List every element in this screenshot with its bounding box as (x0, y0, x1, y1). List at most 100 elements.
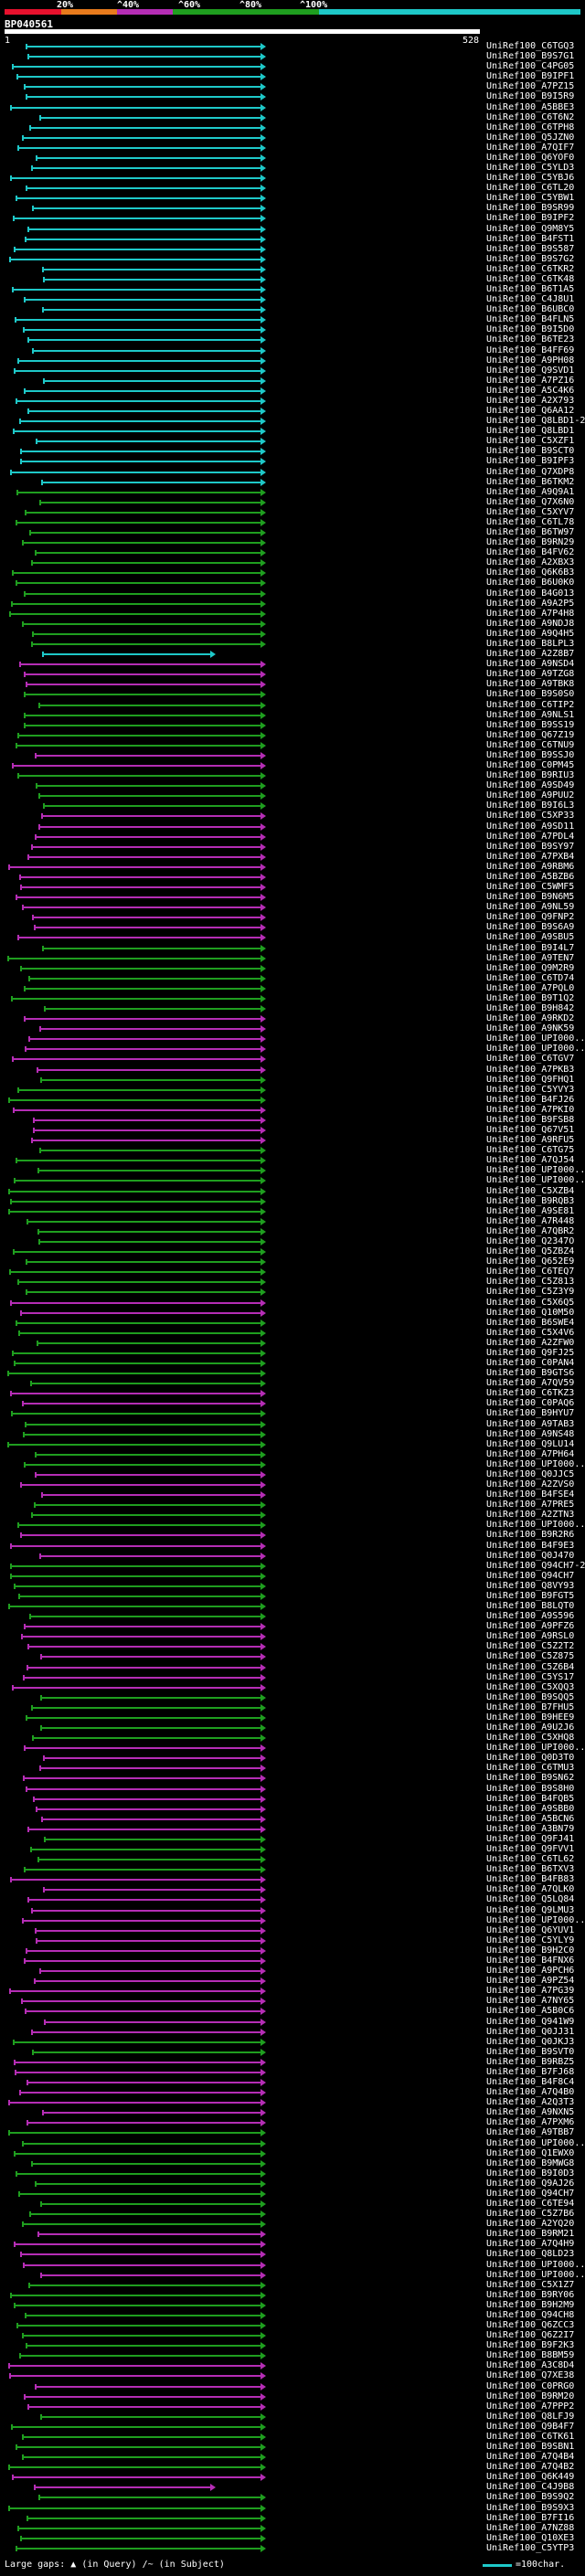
hit-label[interactable]: UniRef100_B9RIU3 (486, 770, 575, 780)
hit-label[interactable]: UniRef100_A7PDL4 (486, 832, 575, 842)
hit-label[interactable]: UniRef100_Q67Z19 (486, 730, 575, 740)
hit-label[interactable]: UniRef100_Q9FHQ1 (486, 1075, 575, 1085)
hit-bar[interactable] (36, 440, 261, 442)
hit-label[interactable]: UniRef100_A9TZG8 (486, 669, 575, 679)
hit-label[interactable]: UniRef100_A2ZTN3 (486, 1510, 575, 1520)
hit-label[interactable]: UniRef100_A7PQL0 (486, 983, 575, 993)
hit-label[interactable]: UniRef100_B7FHU5 (486, 1702, 575, 1712)
hit-bar[interactable] (10, 1879, 261, 1881)
hit-bar[interactable] (14, 1180, 261, 1182)
hit-label[interactable]: UniRef100_B6UBC0 (486, 304, 575, 314)
hit-bar[interactable] (17, 1089, 261, 1091)
hit-label[interactable]: UniRef100_C5Z2T2 (486, 1641, 575, 1651)
hit-label[interactable]: UniRef100_C6TGV7 (486, 1054, 575, 1064)
hit-bar[interactable] (25, 1048, 261, 1050)
hit-label[interactable]: UniRef100_B9RY06 (486, 2290, 575, 2300)
hit-label[interactable]: UniRef100_C6TGQ3 (486, 41, 575, 51)
hit-label[interactable]: UniRef100_B9SCT0 (486, 446, 575, 456)
hit-label[interactable]: UniRef100_C5X6Q5 (486, 1298, 575, 1308)
hit-label[interactable]: UniRef100_UPI000... (486, 2260, 585, 2270)
hit-bar[interactable] (17, 1524, 261, 1526)
hit-label[interactable]: UniRef100_A5BBE3 (486, 102, 575, 112)
hit-bar[interactable] (17, 937, 261, 938)
hit-bar[interactable] (32, 633, 261, 635)
hit-bar[interactable] (12, 765, 261, 767)
hit-label[interactable]: UniRef100_A7PH64 (486, 1449, 575, 1459)
hit-bar[interactable] (20, 2253, 261, 2255)
hit-bar[interactable] (41, 1494, 261, 1496)
hit-bar[interactable] (8, 2102, 261, 2104)
hit-label[interactable]: UniRef100_Q10XE3 (486, 2533, 575, 2543)
hit-bar[interactable] (25, 1424, 261, 1426)
hit-label[interactable]: UniRef100_Q7X6N0 (486, 497, 575, 507)
hit-bar[interactable] (39, 117, 261, 119)
hit-label[interactable]: UniRef100_Q7XE38 (486, 2370, 575, 2380)
hit-bar[interactable] (39, 1970, 261, 1972)
hit-label[interactable]: UniRef100_B9RM21 (486, 2229, 575, 2239)
hit-bar[interactable] (10, 1201, 261, 1203)
hit-bar[interactable] (22, 2335, 261, 2337)
hit-label[interactable]: UniRef100_Q0J470 (486, 1551, 575, 1561)
hit-bar[interactable] (40, 1079, 261, 1081)
hit-label[interactable]: UniRef100_A7QJ54 (486, 1155, 575, 1165)
hit-bar[interactable] (10, 1302, 261, 1304)
hit-label[interactable]: UniRef100_C6TKR2 (486, 264, 575, 274)
hit-label[interactable]: UniRef100_B9SSJ0 (486, 750, 575, 760)
hit-bar[interactable] (39, 1028, 261, 1030)
hit-label[interactable]: UniRef100_Q94CH7 (486, 2189, 575, 2199)
hit-label[interactable]: UniRef100_A2ZFW0 (486, 1338, 575, 1348)
hit-bar[interactable] (22, 2456, 261, 2458)
hit-label[interactable]: UniRef100_C6TK61 (486, 2432, 575, 2442)
hit-bar[interactable] (22, 906, 261, 908)
hit-label[interactable]: UniRef100_B7FI16 (486, 2513, 575, 2523)
hit-bar[interactable] (16, 896, 261, 898)
hit-bar[interactable] (8, 866, 261, 868)
hit-bar[interactable] (37, 1231, 261, 1233)
hit-label[interactable]: UniRef100_UPI000... (486, 1520, 585, 1530)
hit-label[interactable]: UniRef100_B8LPL3 (486, 639, 575, 649)
hit-bar[interactable] (37, 1170, 261, 1171)
hit-label[interactable]: UniRef100_C5XZB4 (486, 1186, 575, 1196)
hit-bar[interactable] (33, 1798, 261, 1800)
hit-bar[interactable] (8, 2132, 261, 2134)
hit-label[interactable]: UniRef100_B9I4L7 (486, 943, 575, 953)
hit-bar[interactable] (37, 1069, 261, 1071)
hit-bar[interactable] (28, 2284, 261, 2286)
hit-label[interactable]: UniRef100_A7QBR2 (486, 1226, 575, 1236)
hit-label[interactable]: UniRef100_Q941W9 (486, 2017, 575, 2027)
hit-bar[interactable] (26, 684, 261, 685)
hit-bar[interactable] (28, 1038, 261, 1040)
hit-bar[interactable] (42, 269, 261, 270)
hit-bar[interactable] (10, 2295, 261, 2296)
hit-bar[interactable] (10, 107, 261, 109)
hit-label[interactable]: UniRef100_A7PG39 (486, 1986, 575, 1996)
hit-bar[interactable] (39, 1150, 261, 1151)
hit-bar[interactable] (20, 1312, 261, 1314)
hit-label[interactable]: UniRef100_Q9M8Y5 (486, 224, 575, 234)
hit-label[interactable]: UniRef100_Q9LMU3 (486, 1905, 575, 1915)
hit-label[interactable]: UniRef100_C5YBW1 (486, 193, 575, 203)
hit-bar[interactable] (11, 2426, 261, 2428)
hit-bar[interactable] (42, 2112, 261, 2114)
hit-label[interactable]: UniRef100_B9RQB3 (486, 1196, 575, 1206)
hit-bar[interactable] (43, 1757, 261, 1759)
hit-label[interactable]: UniRef100_A7PRE5 (486, 1500, 575, 1510)
hit-bar[interactable] (14, 1585, 261, 1587)
hit-bar[interactable] (16, 2173, 261, 2175)
hit-label[interactable]: UniRef100_A7QV59 (486, 1378, 575, 1388)
hit-label[interactable]: UniRef100_B9RBZ5 (486, 2057, 575, 2067)
hit-label[interactable]: UniRef100_B9MWG8 (486, 2158, 575, 2168)
hit-bar[interactable] (27, 1899, 261, 1901)
hit-bar[interactable] (25, 239, 261, 240)
hit-label[interactable]: UniRef100_C6TL62 (486, 1854, 575, 1864)
hit-label[interactable]: UniRef100_A7PZ15 (486, 81, 575, 91)
hit-bar[interactable] (24, 673, 261, 675)
hit-label[interactable]: UniRef100_B9H2C0 (486, 1945, 575, 1956)
hit-label[interactable]: UniRef100_B6U0K0 (486, 578, 575, 588)
hit-bar[interactable] (44, 1839, 261, 1840)
hit-bar[interactable] (8, 2365, 261, 2367)
hit-bar[interactable] (16, 2548, 261, 2549)
hit-label[interactable]: UniRef100_Q8LFJ9 (486, 2412, 575, 2422)
hit-bar[interactable] (25, 2010, 261, 2012)
hit-label[interactable]: UniRef100_Q6YOF0 (486, 153, 575, 163)
